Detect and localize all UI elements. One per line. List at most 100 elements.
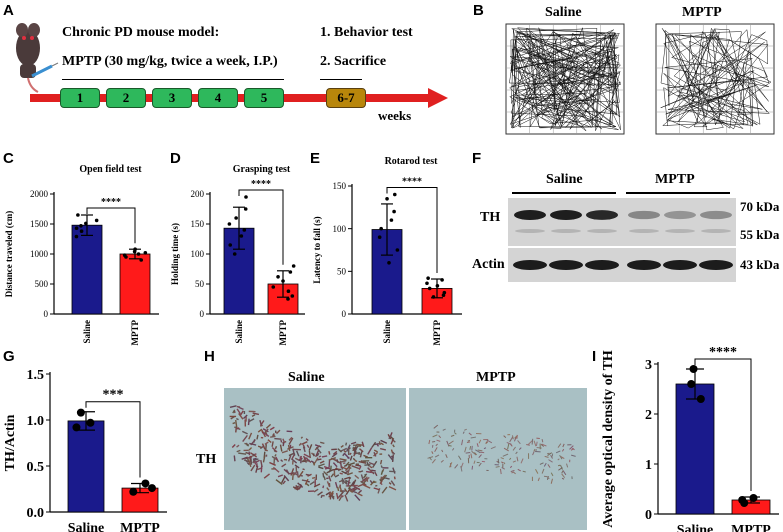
stained-cell: [343, 450, 347, 453]
stained-cell: [326, 487, 330, 491]
y-tick-label: 0: [44, 309, 49, 319]
stained-cell: [354, 459, 358, 463]
stained-cell: [543, 462, 547, 467]
data-point: [286, 289, 291, 293]
y-tick-label: 50: [337, 266, 347, 276]
y-tick-label: 100: [191, 249, 205, 259]
x-tick-label: Saline: [382, 320, 392, 344]
stained-cell: [255, 459, 260, 464]
y-tick-label: 50: [195, 279, 205, 289]
stained-cell: [514, 435, 518, 439]
stained-cell: [540, 443, 545, 447]
stained-cell: [239, 410, 244, 416]
treatment-underline: [62, 79, 284, 80]
stained-cell: [281, 476, 286, 484]
stained-cell: [462, 431, 465, 434]
stained-cell: [340, 447, 348, 452]
band-th: [628, 210, 660, 220]
stained-cell: [345, 442, 348, 446]
stained-cell: [428, 456, 432, 461]
stained-cell: [318, 466, 324, 470]
band-th: [550, 210, 582, 220]
stained-cell: [305, 438, 309, 442]
open-field-track-mptp: [655, 23, 775, 135]
stained-cell: [323, 476, 326, 481]
stained-cell: [306, 444, 310, 448]
stained-cell: [431, 451, 434, 454]
stained-cell: [354, 474, 360, 480]
stained-cell: [263, 473, 270, 479]
stained-cell: [250, 464, 256, 472]
stained-cell: [336, 459, 339, 463]
stained-cell: [547, 452, 553, 456]
stained-cell: [274, 445, 278, 450]
y-tick-label: 150: [333, 181, 347, 191]
stained-cell: [550, 454, 553, 459]
stained-cell: [362, 474, 367, 479]
stained-cell: [328, 457, 337, 461]
bar-saline: [71, 224, 103, 315]
data-point: [392, 209, 396, 214]
significance-stars: ****: [402, 177, 422, 188]
band-actin: [585, 260, 619, 270]
stained-cell: [341, 466, 348, 470]
data-point: [84, 221, 88, 226]
stained-cell: [259, 419, 262, 425]
panel-label-e: E: [310, 150, 321, 167]
band-actin: [627, 260, 661, 270]
stained-cell: [231, 443, 236, 448]
stained-cell: [344, 476, 351, 480]
stained-cell: [561, 448, 565, 452]
stained-cell: [254, 453, 257, 456]
stained-cell: [317, 491, 323, 496]
histo-title-mptp: MPTP: [476, 370, 516, 385]
y-tick-label: 0: [200, 309, 205, 319]
stained-cell: [304, 478, 309, 485]
blot-group-mptp-line: [626, 192, 730, 194]
stained-cell: [515, 451, 518, 455]
stained-cell: [434, 447, 438, 453]
data-point: [79, 229, 84, 233]
stained-cell: [337, 491, 344, 499]
stained-cell: [369, 465, 373, 469]
stained-cell: [356, 443, 364, 446]
stained-cell: [253, 460, 259, 467]
stained-cell: [533, 448, 536, 452]
stained-cell: [506, 441, 512, 445]
stained-cell: [544, 455, 549, 458]
stained-cell: [336, 486, 340, 492]
stained-cell: [247, 418, 250, 426]
x-tick-label: MPTP: [278, 320, 288, 346]
significance-bracket: [694, 358, 752, 491]
stained-cell: [512, 446, 516, 451]
stained-cell: [359, 448, 364, 453]
y-tick-label: 1000: [30, 249, 49, 259]
data-point: [74, 234, 79, 239]
stained-cell: [390, 439, 394, 445]
stained-cell: [380, 476, 386, 482]
y-tick-label: 500: [35, 279, 49, 289]
stained-cell: [248, 432, 253, 440]
histo-title-saline: Saline: [288, 370, 325, 385]
stained-cell: [252, 412, 260, 416]
stained-cell: [475, 449, 481, 454]
stained-cell: [246, 444, 250, 447]
week-box-final: 6-7: [326, 88, 366, 108]
data-point: [738, 496, 747, 504]
treatment-text: MPTP (30 mg/kg, twice a week, I.P.): [62, 54, 278, 69]
data-point: [234, 216, 238, 220]
data-point: [425, 281, 429, 286]
stained-cell: [328, 451, 331, 455]
stained-cell: [232, 409, 236, 414]
stained-cell: [470, 453, 473, 459]
data-point: [242, 228, 247, 232]
stained-cell: [441, 449, 444, 453]
stained-cell: [532, 451, 535, 456]
stained-cell: [390, 455, 394, 459]
stained-cell: [507, 443, 510, 450]
panel-label-g: G: [3, 348, 15, 365]
kda-70-label: 70 kDa: [740, 199, 780, 214]
stained-cell: [514, 437, 517, 442]
y-axis-label: Average optical density of TH: [601, 350, 616, 528]
stained-cell: [471, 465, 474, 470]
